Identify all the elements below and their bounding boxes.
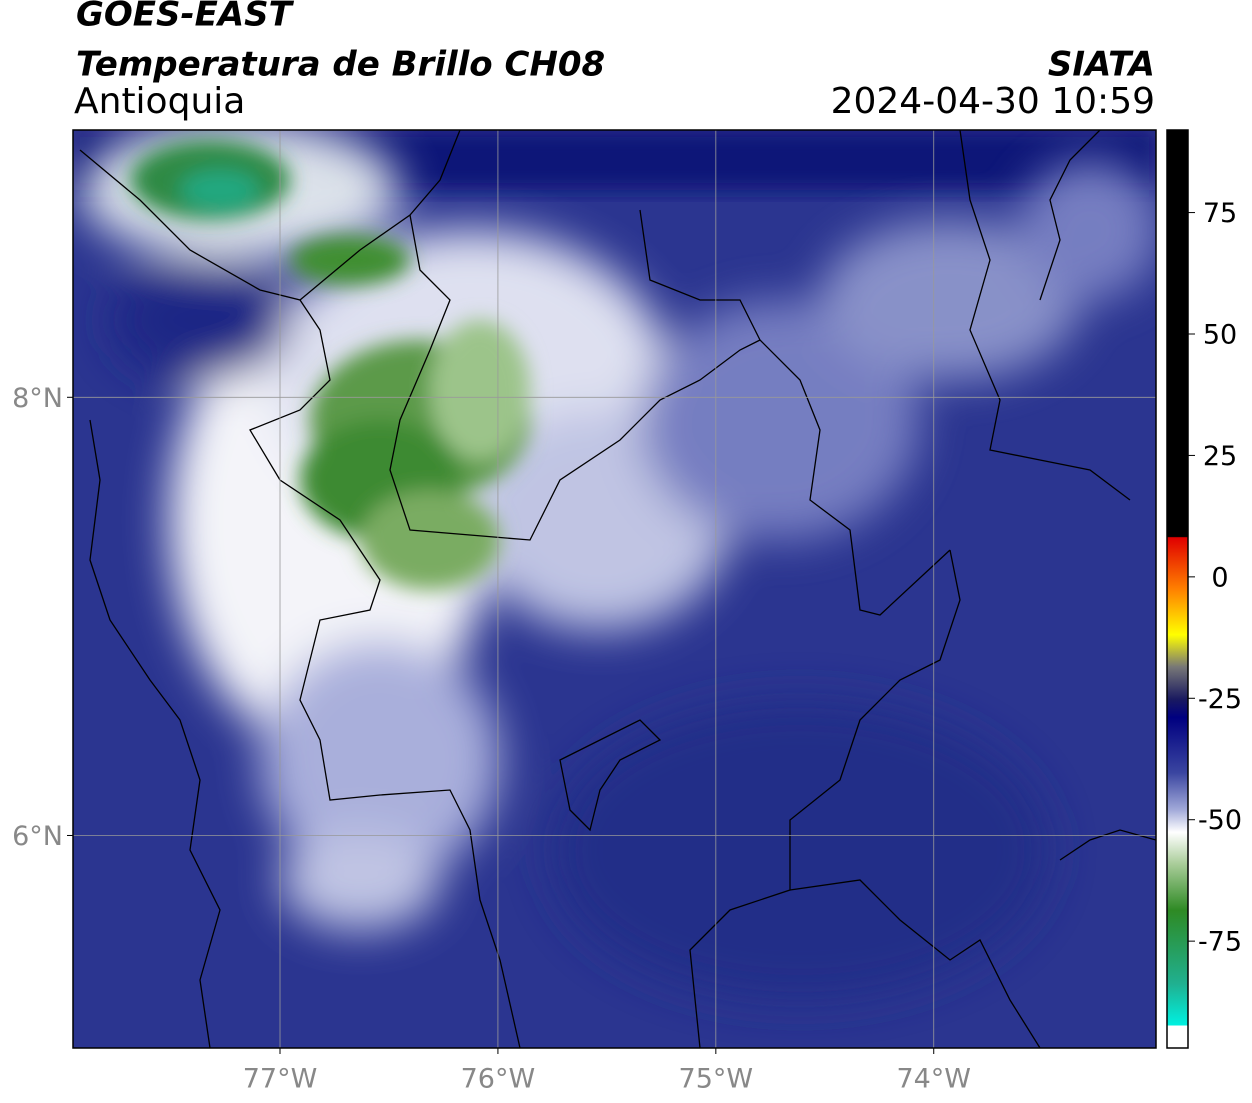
colorbar-label: 75: [1203, 198, 1237, 229]
datetime: 2024-04-30 10:59: [831, 81, 1155, 122]
map-image: [73, 130, 1156, 1048]
colorbar-label: -25: [1198, 684, 1242, 715]
lon-label: 75°W: [679, 1064, 754, 1095]
lon-label: 77°W: [243, 1064, 318, 1095]
lat-label: 8°N: [12, 383, 63, 414]
lon-label: 76°W: [461, 1064, 536, 1095]
lat-label: 6°N: [12, 821, 63, 852]
colorbar-label: 0: [1211, 562, 1228, 593]
subtitle: Temperatura de Brillo CH08: [76, 45, 605, 85]
colorbar: [1166, 129, 1189, 1049]
borders: [79, 130, 1156, 1048]
colorbar-label: 50: [1203, 320, 1237, 351]
source: SIATA: [1048, 45, 1155, 85]
region: Antioquia: [74, 81, 245, 122]
colorbar-label: 25: [1203, 441, 1237, 472]
graticule: [73, 130, 1156, 1048]
title: GOES-EAST: [76, 0, 295, 35]
colorbar-label: -75: [1198, 927, 1242, 958]
lon-label: 74°W: [896, 1064, 971, 1095]
colorbar-label: -50: [1198, 805, 1242, 836]
map-frame: [72, 129, 1157, 1049]
